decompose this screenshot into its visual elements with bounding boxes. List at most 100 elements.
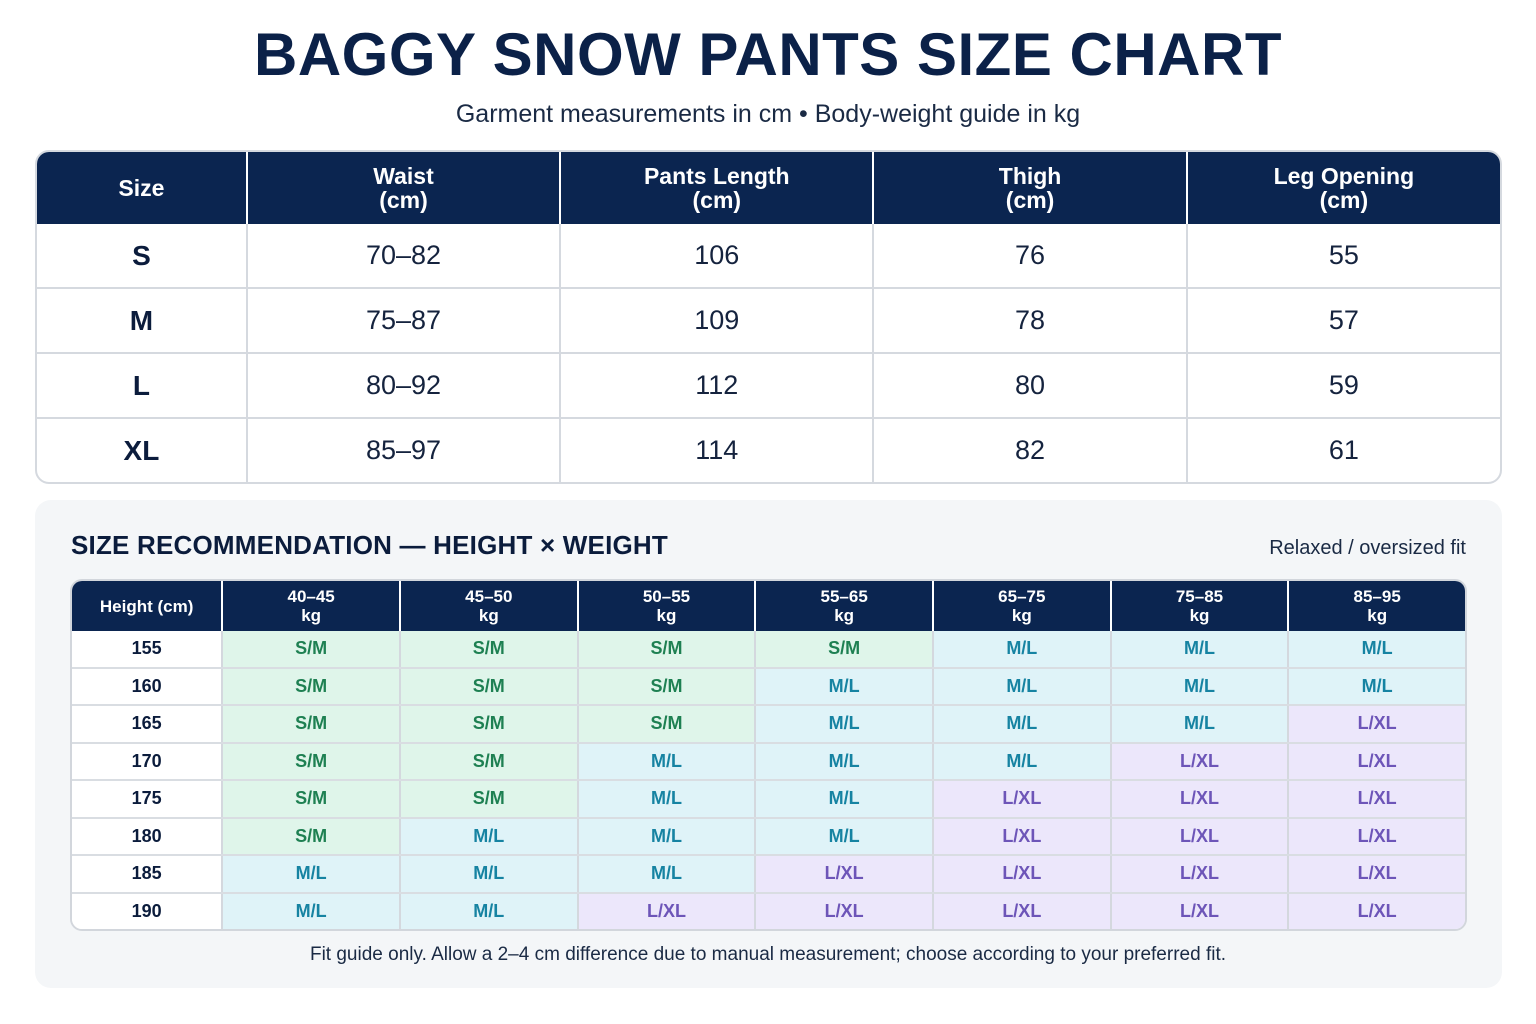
size-recommendation-cell: L/XL <box>1289 706 1465 742</box>
size-table-row: S 70–82 106 76 55 <box>37 224 1500 287</box>
weight-range-header: 75–85 kg <box>1112 581 1290 631</box>
size-recommendation-cell: S/M <box>400 743 579 779</box>
measurement-cell: 85–97 <box>248 419 562 482</box>
size-label: XL <box>37 419 248 482</box>
measurement-cell: 78 <box>874 289 1188 352</box>
header-pants-length: Pants Length (cm) <box>561 152 875 224</box>
recommendation-header: Height (cm) 40–45 kg 45–50 kg 50–55 kg 55–65 kg… <box>72 581 1465 631</box>
size-recommendation-cell: S/M <box>223 668 401 704</box>
size-recommendation-cell: L/XL <box>933 781 1112 817</box>
size-recommendation-cell: M/L <box>756 818 934 854</box>
height-weight-table: Height (cm) 40–45 kg 45–50 kg 50–55 kg 55–65 kg… <box>70 579 1467 931</box>
measurement-cell: 75–87 <box>248 289 562 352</box>
size-recommendation-cell: S/M <box>223 631 401 667</box>
size-recommendation-cell: M/L <box>400 893 579 929</box>
size-recommendation-cell: M/L <box>933 668 1112 704</box>
size-table-header: Size Waist (cm) Pants Length (cm) Thigh … <box>37 152 1500 224</box>
weight-range-header: 40–45 kg <box>223 581 401 631</box>
size-recommendation-cell: S/M <box>578 631 757 667</box>
header-leg-opening: Leg Opening (cm) <box>1273 163 1415 213</box>
page-title: BAGGY SNOW PANTS SIZE CHART <box>254 21 1282 88</box>
weight-range-header: 55–65 kg <box>756 581 934 631</box>
size-recommendation-cell: S/M <box>223 743 401 779</box>
size-recommendation-cell: M/L <box>756 743 934 779</box>
size-recommendation-cell: M/L <box>223 856 401 892</box>
recommendation-row: 170 S/M S/M M/L M/L M/L L/XL L/XL <box>72 741 1465 779</box>
size-recommendation-cell: S/M <box>400 631 579 667</box>
measurement-cell: 82 <box>874 419 1188 482</box>
fit-note: Relaxed / oversized fit <box>1269 537 1466 559</box>
size-recommendation-cell: L/XL <box>1289 856 1465 892</box>
height-label: 190 <box>72 893 224 929</box>
recommendation-row: 165 S/M S/M S/M M/L M/L M/L L/XL <box>72 704 1465 742</box>
size-recommendation-cell: L/XL <box>1289 818 1465 854</box>
size-recommendation-cell: S/M <box>400 668 579 704</box>
weight-range-header: 85–95 kg <box>1353 587 1401 625</box>
size-recommendation-cell: S/M <box>223 781 401 817</box>
weight-range-header: 50–55 kg <box>579 581 757 631</box>
size-label: M <box>37 289 248 352</box>
size-recommendation-cell: S/M <box>400 781 579 817</box>
size-recommendation-cell: M/L <box>578 781 757 817</box>
size-recommendation-cell: M/L <box>933 631 1112 667</box>
height-label: 155 <box>72 631 224 667</box>
size-recommendation-cell: L/XL <box>933 893 1112 929</box>
size-recommendation-cell: M/L <box>1289 668 1465 704</box>
size-recommendation-cell: M/L <box>1289 631 1465 667</box>
page-subtitle: Garment measurements in cm • Body-weight… <box>455 100 1081 128</box>
size-table-row: L 80–92 112 80 59 <box>37 352 1500 417</box>
weight-range-header: 45–50 kg <box>401 581 579 631</box>
size-label: L <box>37 354 248 417</box>
measurement-cell: 80 <box>874 354 1188 417</box>
measurement-cell: 114 <box>561 419 875 482</box>
size-recommendation-cell: S/M <box>400 706 579 742</box>
size-recommendation-cell: M/L <box>933 743 1112 779</box>
size-recommendation-cell: M/L <box>400 856 579 892</box>
size-recommendation-cell: M/L <box>1111 668 1290 704</box>
size-recommendation-cell: M/L <box>1111 706 1290 742</box>
recommendation-title: SIZE RECOMMENDATION — HEIGHT × WEIGHT <box>71 530 668 560</box>
size-recommendation-cell: L/XL <box>1289 781 1465 817</box>
size-recommendation-cell: L/XL <box>756 856 934 892</box>
header-thigh: Thigh (cm) <box>874 152 1188 224</box>
size-recommendation-cell: L/XL <box>756 893 934 929</box>
size-recommendation-cell: M/L <box>578 818 757 854</box>
measurement-cell: 106 <box>561 224 875 287</box>
size-recommendation-cell: M/L <box>400 818 579 854</box>
size-recommendation-cell: L/XL <box>1111 781 1290 817</box>
height-label: 185 <box>72 856 224 892</box>
size-recommendation-cell: L/XL <box>1111 893 1290 929</box>
size-recommendation-cell: L/XL <box>1111 818 1290 854</box>
size-recommendation-cell: S/M <box>578 706 757 742</box>
size-label: S <box>37 224 248 287</box>
measurement-cell: 57 <box>1328 305 1359 335</box>
size-recommendation-cell: M/L <box>756 781 934 817</box>
measurement-cell: 59 <box>1328 370 1359 400</box>
size-recommendation-panel: SIZE RECOMMENDATION — HEIGHT × WEIGHT Re… <box>35 500 1502 988</box>
size-recommendation-cell: S/M <box>578 668 757 704</box>
measurement-cell: 70–82 <box>248 224 562 287</box>
header-size: Size <box>37 152 248 224</box>
measurement-cell: 112 <box>561 354 875 417</box>
size-recommendation-cell: M/L <box>756 706 934 742</box>
size-recommendation-cell: S/M <box>756 631 934 667</box>
recommendation-row: 180 S/M M/L M/L M/L L/XL L/XL L/XL <box>72 816 1465 854</box>
recommendation-row: 160 S/M S/M S/M M/L M/L M/L M/L <box>72 666 1465 704</box>
size-recommendation-cell: M/L <box>578 856 757 892</box>
recommendation-row: 155 S/M S/M S/M S/M M/L M/L M/L <box>72 631 1465 667</box>
size-recommendation-cell: M/L <box>756 668 934 704</box>
size-recommendation-cell: M/L <box>223 893 401 929</box>
recommendation-row: 185 M/L M/L M/L L/XL L/XL L/XL L/XL <box>72 854 1465 892</box>
header-height: Height (cm) <box>72 581 224 631</box>
size-recommendation-cell: M/L <box>1111 631 1290 667</box>
size-recommendation-cell: M/L <box>933 706 1112 742</box>
size-recommendation-cell: M/L <box>578 743 757 779</box>
size-recommendation-cell: L/XL <box>1289 893 1465 929</box>
recommendation-row: 190 M/L M/L L/XL L/XL L/XL L/XL L/XL <box>72 891 1465 929</box>
size-table-row: XL 85–97 114 82 61 <box>37 417 1500 482</box>
height-label: 170 <box>72 743 224 779</box>
weight-range-header: 65–75 kg <box>934 581 1112 631</box>
footnote: Fit guide only. Allow a 2–4 cm differenc… <box>309 944 1227 965</box>
recommendation-row: 175 S/M S/M M/L M/L L/XL L/XL L/XL <box>72 779 1465 817</box>
measurement-cell: 80–92 <box>248 354 562 417</box>
